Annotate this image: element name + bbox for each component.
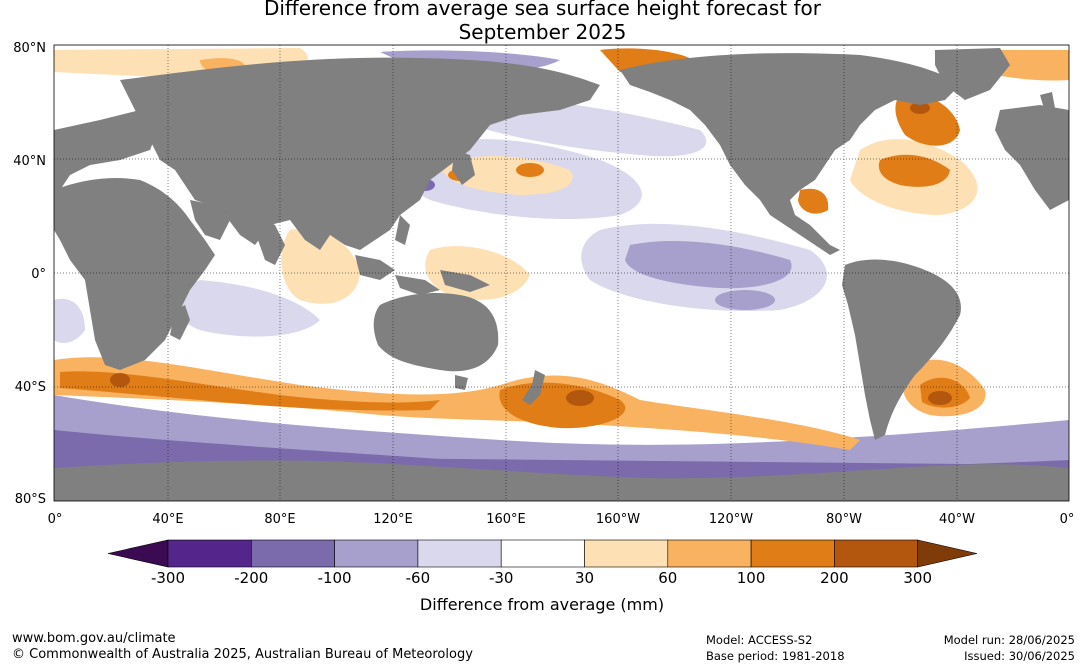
colour-bar-tick-label: -100 xyxy=(318,569,352,587)
colour-bar-tick-label: 30 xyxy=(575,569,594,587)
europe-landmass xyxy=(54,110,160,195)
lon-label: 120°E xyxy=(373,512,413,527)
africa-landmass xyxy=(54,178,215,370)
colour-bar-tick-label: -300 xyxy=(151,569,185,587)
colour-bar-max-arrow xyxy=(917,539,978,568)
lat-label: 40°N xyxy=(13,154,46,169)
madagascar-landmass xyxy=(170,305,190,340)
colour-bar-segment xyxy=(167,539,252,568)
title-line-1: Difference from average sea surface heig… xyxy=(263,0,822,20)
colour-bar-tick-label: -200 xyxy=(234,569,268,587)
lon-label: 80°E xyxy=(264,512,295,527)
colour-bar-legend: -300 -200 -100 -60 -30 30 60 100 200 300 xyxy=(107,539,978,587)
footer-issued: Issued: 30/06/2025 xyxy=(964,649,1075,663)
lon-label: 160°W xyxy=(596,512,640,527)
footer-model: Model: ACCESS-S2 xyxy=(706,633,813,647)
footer-base-period: Base period: 1981-2018 xyxy=(706,649,845,663)
colour-bar-segment xyxy=(500,539,585,568)
lon-label: 0° xyxy=(1060,512,1075,527)
colour-bar-segment xyxy=(584,539,669,568)
eurasia-landmass xyxy=(120,57,600,250)
longitude-labels: 0° 40°E 80°E 120°E 160°E 160°W 120°W 80°… xyxy=(48,512,1075,527)
lon-label: 40°W xyxy=(939,512,975,527)
footer-model-run: Model run: 28/06/2025 xyxy=(943,633,1075,647)
colour-bar-tick-label: 60 xyxy=(658,569,677,587)
colour-bar-tick-label: 200 xyxy=(820,569,849,587)
colour-bar-tick-label: -30 xyxy=(489,569,514,587)
lon-label: 0° xyxy=(48,512,63,527)
graticule xyxy=(54,45,1069,501)
colour-bar-segment xyxy=(834,539,919,568)
lon-label: 40°E xyxy=(152,512,183,527)
lat-label: 80°S xyxy=(15,492,46,507)
antarctica-landmass xyxy=(54,460,1069,501)
footer-url: www.bom.gov.au/climate xyxy=(12,631,176,646)
footer-copyright: © Commonwealth of Australia 2025, Austra… xyxy=(12,647,473,662)
colour-bar-tick-label: 100 xyxy=(737,569,766,587)
new-zealand-landmass xyxy=(522,370,545,405)
north-america-landmass xyxy=(620,53,960,255)
land-masses xyxy=(54,48,1069,501)
map-field xyxy=(54,45,1069,501)
lat-label: 80°N xyxy=(13,41,46,56)
colour-bar-min-arrow xyxy=(107,539,169,568)
australia-landmass xyxy=(373,293,499,372)
title-line-2: September 2025 xyxy=(458,20,627,44)
colour-bar-segment xyxy=(750,539,835,568)
greenland-landmass xyxy=(935,48,1010,100)
lon-label: 160°E xyxy=(486,512,526,527)
colour-bar-segment xyxy=(251,539,335,568)
lon-label: 120°W xyxy=(709,512,753,527)
chart-title: Difference from average sea surface heig… xyxy=(0,0,1085,44)
lat-label: 0° xyxy=(31,267,46,282)
legend-title: Difference from average (mm) xyxy=(420,595,664,614)
colour-bar-segment xyxy=(417,539,502,568)
colour-bar-segment xyxy=(667,539,752,568)
colour-bar-segment xyxy=(334,539,419,568)
south-america-landmass xyxy=(842,259,961,440)
latitude-labels: 80°N 40°N 0° 40°S 80°S xyxy=(13,41,46,507)
lon-label: 80°W xyxy=(826,512,862,527)
colour-bar-tick-label: 300 xyxy=(903,569,932,587)
lat-label: 40°S xyxy=(15,380,46,395)
colour-bar-tick-label: -60 xyxy=(406,569,431,587)
